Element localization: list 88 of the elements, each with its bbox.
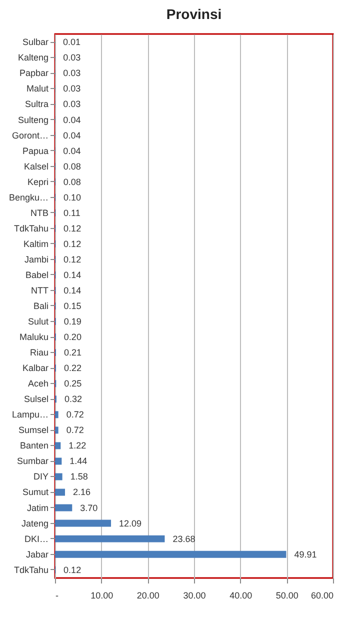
y-tick-label: NTT — [31, 285, 49, 296]
data-label: 0.03 — [63, 84, 81, 94]
y-tick-label: Bengku… — [8, 192, 48, 202]
data-label: 3.70 — [80, 502, 98, 513]
data-label: 0.14 — [64, 285, 82, 296]
y-tick-label: Maluku — [19, 332, 48, 342]
y-tick-label: Sultra — [24, 99, 48, 110]
y-tick-label: Sumbar — [16, 456, 48, 466]
data-label: 0.01 — [63, 37, 81, 48]
data-label: 1.44 — [70, 456, 88, 466]
x-tick-label: 60.00 — [310, 590, 334, 600]
y-tick-label: Babel — [25, 270, 48, 280]
x-tick-label: 40.00 — [230, 590, 252, 600]
y-tick-label: Sumut — [22, 487, 49, 498]
data-label: 0.72 — [66, 425, 84, 436]
y-tick-label: Malut — [26, 84, 49, 94]
data-label: 0.03 — [63, 68, 81, 78]
y-tick-label: NTB — [30, 208, 48, 218]
data-label: 0.32 — [64, 394, 82, 404]
y-tick-label: Papbar — [19, 68, 48, 78]
data-label: 23.68 — [172, 534, 196, 544]
x-tick-label: 30.00 — [183, 590, 206, 600]
y-tick-label: Jambi — [24, 254, 48, 264]
data-label: 0.12 — [64, 564, 82, 575]
data-label: 12.09 — [119, 518, 142, 528]
y-tick-label: Sulbar — [22, 37, 49, 48]
data-label: 0.10 — [63, 192, 81, 202]
y-tick-label: Goront… — [12, 130, 48, 140]
data-label: 1.22 — [68, 440, 86, 451]
y-tick-label: DKI… — [24, 534, 48, 544]
chart-title: Provinsi — [166, 6, 222, 22]
data-label: 0.04 — [63, 130, 81, 140]
data-label: 0.04 — [63, 114, 81, 125]
y-tick-label: Riau — [30, 348, 48, 358]
data-label: 0.03 — [63, 52, 81, 63]
y-tick-label: Kalteng — [18, 52, 48, 63]
bar — [55, 488, 66, 496]
data-label: 0.15 — [64, 301, 82, 311]
y-tick-label: Jateng — [21, 518, 48, 528]
y-tick-label: Kepri — [27, 176, 48, 187]
y-tick-label: Sumsel — [18, 425, 48, 436]
bar — [55, 426, 58, 434]
y-tick-label: Kalbar — [22, 363, 49, 374]
data-label: 2.16 — [73, 487, 91, 498]
y-tick-label: Lampu… — [12, 410, 48, 420]
data-label: 0.12 — [64, 254, 82, 264]
y-tick-label: DIY — [33, 472, 48, 482]
data-label: 0.12 — [64, 238, 82, 249]
data-label: 1.58 — [70, 472, 88, 482]
y-tick-label: Papua — [22, 146, 48, 156]
y-tick-label: Kalsel — [24, 161, 48, 172]
x-tick-label: 50.00 — [276, 590, 298, 600]
data-label: 0.03 — [63, 99, 81, 110]
y-tick-label: Jabar — [26, 549, 48, 560]
y-tick-label: Bali — [33, 301, 48, 311]
data-label: 0.04 — [63, 146, 81, 156]
data-label: 0.12 — [64, 223, 82, 234]
data-label: 0.08 — [63, 176, 81, 187]
bar — [55, 550, 286, 558]
x-tick-label: - — [56, 590, 58, 600]
y-tick-label: Sulut — [28, 316, 49, 327]
x-tick-label: 10.00 — [90, 590, 114, 600]
data-label: 0.14 — [64, 270, 82, 280]
data-label: 0.21 — [64, 348, 82, 358]
data-label: 0.19 — [64, 316, 82, 327]
y-tick-label: Aceh — [28, 378, 48, 389]
y-tick-label: Banten — [20, 440, 48, 451]
bar — [55, 504, 72, 512]
bar — [55, 442, 61, 450]
y-tick-label: TdkTahu — [14, 564, 48, 575]
bar — [55, 535, 165, 542]
data-label: 0.20 — [64, 332, 82, 342]
bar — [55, 473, 62, 480]
data-label: 49.91 — [294, 549, 317, 560]
data-label: 0.25 — [64, 378, 82, 389]
y-tick-label: Kaltim — [23, 238, 48, 249]
bar — [55, 458, 62, 465]
data-label: 0.11 — [64, 208, 80, 218]
y-tick-label: Jatim — [26, 502, 48, 513]
y-tick-label: TdkTahu — [14, 223, 48, 234]
data-label: 0.22 — [64, 363, 82, 374]
bar — [55, 411, 58, 418]
bar — [55, 520, 112, 527]
x-tick-label: 20.00 — [136, 590, 160, 600]
data-label: 0.08 — [63, 161, 81, 172]
y-tick-label: Sulsel — [24, 394, 48, 404]
data-label: 0.72 — [66, 410, 84, 420]
y-tick-label: Sulteng — [18, 114, 48, 125]
